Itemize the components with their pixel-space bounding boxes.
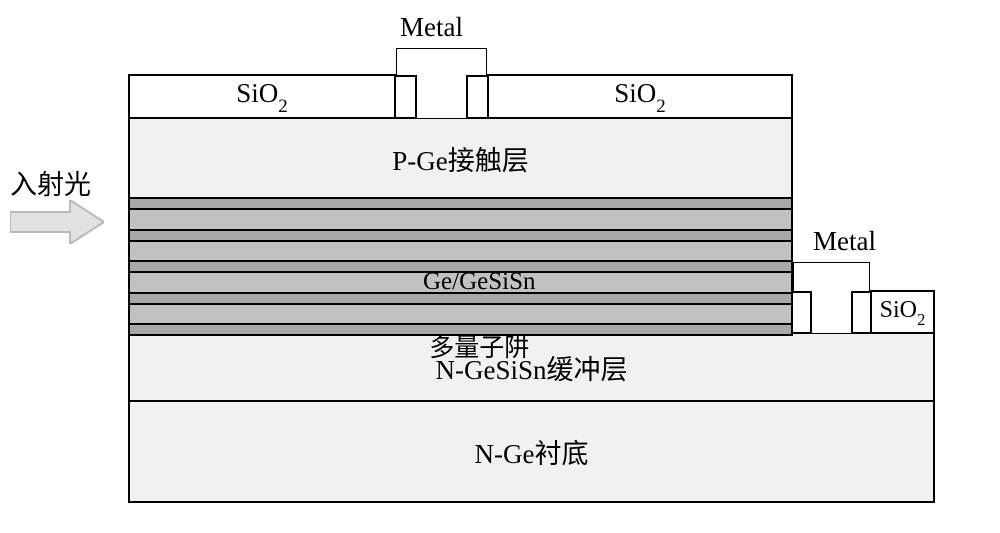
incident-light-arrow-icon [10, 200, 104, 244]
metal-top-electrode [396, 48, 487, 119]
sio2-right-layer: SiO2 [487, 74, 793, 119]
mqw-label-line1: Ge/GeSiSn [423, 268, 536, 295]
sio2-left-layer: SiO2 [128, 74, 396, 119]
mqw-well [128, 208, 793, 231]
mqw-label-line2: 多量子阱 [429, 335, 529, 362]
sio2-right-label: SiO2 [614, 78, 665, 114]
p-contact-label: P-Ge接触层 [392, 139, 529, 178]
metal-side-label: Metal [813, 226, 876, 257]
diagram-canvas: 入射光 N-Ge衬底 N-GeSiSn缓冲层 Ge/GeSiSn 多量子阱 P-… [0, 0, 1000, 533]
mqw-label: Ge/GeSiSn 多量子阱 [128, 231, 793, 400]
p-contact-layer: P-Ge接触层 [128, 117, 793, 199]
sio2-left-label: SiO2 [236, 78, 287, 114]
substrate-layer: N-Ge衬底 [128, 400, 935, 503]
metal-side-electrode [793, 262, 870, 334]
incident-light-text: 入射光 [10, 170, 91, 200]
sio2-small-layer: SiO2 [870, 290, 935, 334]
mqw-block: Ge/GeSiSn 多量子阱 [128, 197, 793, 334]
sio2-small-label: SiO2 [880, 297, 926, 328]
metal-top-label: Metal [400, 12, 463, 43]
metal-side-text: Metal [813, 226, 876, 256]
metal-top-text: Metal [400, 12, 463, 42]
incident-light-label: 入射光 [10, 163, 91, 202]
substrate-label: N-Ge衬底 [475, 432, 589, 471]
